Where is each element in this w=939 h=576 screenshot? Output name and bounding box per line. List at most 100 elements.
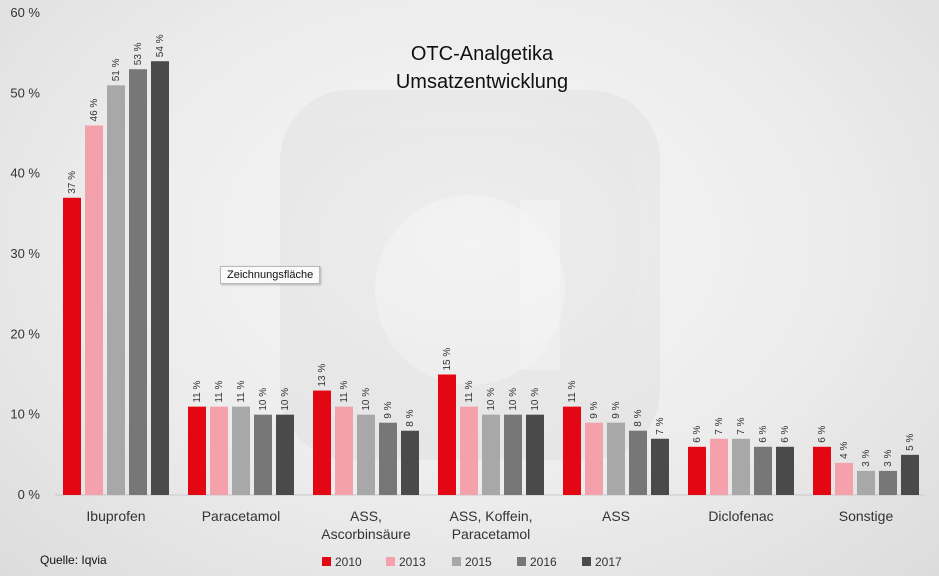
legend-item[interactable]: 2010 <box>322 555 362 569</box>
y-tick-label: 30 % <box>10 246 40 261</box>
bar <box>313 390 331 495</box>
bar <box>651 438 669 495</box>
tooltip: Zeichnungsfläche <box>220 266 321 284</box>
legend-item[interactable]: 2015 <box>452 555 492 569</box>
source-note: Quelle: Iqvia <box>40 553 107 567</box>
bar-value-label: 6 % <box>758 425 769 442</box>
bar <box>107 85 125 496</box>
bar-value-label: 6 % <box>780 425 791 442</box>
bar <box>732 438 750 495</box>
bar-value-label: 51 % <box>111 58 122 81</box>
bar <box>526 414 544 495</box>
category-label: Paracetamol <box>452 526 531 542</box>
bar-value-label: 7 % <box>736 417 747 434</box>
legend-swatch <box>582 557 591 566</box>
bar <box>504 414 522 495</box>
bar-value-label: 5 % <box>905 433 916 450</box>
bar-labels-group: 37 % 46 % 51 % 53 % 54 % 11 % 11 % 11 % 10 % 10 %… <box>67 34 916 467</box>
bar <box>151 61 169 495</box>
category-label: Ibuprofen <box>86 508 145 524</box>
bar <box>460 406 478 495</box>
category-label: Paracetamol <box>202 508 281 524</box>
bar-value-label: 8 % <box>405 409 416 426</box>
legend-swatch <box>322 557 331 566</box>
legend-label: 2017 <box>595 555 622 569</box>
legend-item[interactable]: 2017 <box>582 555 622 569</box>
bar-value-label: 37 % <box>67 171 78 194</box>
bar <box>254 414 272 495</box>
y-tick-label: 0 % <box>18 487 41 502</box>
legend-label: 2010 <box>335 555 362 569</box>
legend: 2010 2013 2015 2016 2017 <box>322 555 622 569</box>
watermark-logo-icon <box>280 90 660 460</box>
legend-item[interactable]: 2016 <box>517 555 557 569</box>
bar <box>607 422 625 495</box>
bar-value-label: 11 % <box>214 380 225 402</box>
bar <box>335 406 353 495</box>
chart-title-line-2: Umsatzentwicklung <box>396 71 568 93</box>
category-label: Sonstige <box>839 508 894 524</box>
category-label: ASS, <box>350 508 382 524</box>
legend-item[interactable]: 2013 <box>386 555 426 569</box>
bar <box>401 430 419 495</box>
bar <box>835 462 853 495</box>
bars-group <box>63 61 919 496</box>
bar <box>776 446 794 495</box>
bar-value-label: 6 % <box>692 425 703 442</box>
bar <box>585 422 603 495</box>
legend-label: 2016 <box>530 555 557 569</box>
bar-value-label: 46 % <box>89 99 100 122</box>
bar-value-label: 9 % <box>383 401 394 418</box>
bar <box>857 470 875 495</box>
bar-value-label: 11 % <box>464 380 475 402</box>
bar-value-label: 7 % <box>655 417 666 434</box>
bar <box>688 446 706 495</box>
y-tick-label: 40 % <box>10 166 40 181</box>
bar-value-label: 53 % <box>133 42 144 65</box>
bar-value-label: 54 % <box>155 34 166 57</box>
bar <box>901 454 919 495</box>
bar-value-label: 9 % <box>611 401 622 418</box>
bar-value-label: 11 % <box>192 380 203 402</box>
bar-value-label: 10 % <box>361 388 372 411</box>
bar <box>232 406 250 495</box>
bar-value-label: 11 % <box>236 380 247 402</box>
category-label: Diclofenac <box>708 508 773 524</box>
bar <box>438 374 456 495</box>
bar-value-label: 3 % <box>861 450 872 467</box>
bar-value-label: 10 % <box>258 388 269 411</box>
y-tick-label: 50 % <box>10 85 40 100</box>
bar <box>754 446 772 495</box>
bar-value-label: 3 % <box>883 450 894 467</box>
bar <box>710 438 728 495</box>
bar <box>629 430 647 495</box>
bar <box>563 406 581 495</box>
bar-value-label: 10 % <box>486 388 497 411</box>
bar-value-label: 11 % <box>567 380 578 402</box>
bar <box>482 414 500 495</box>
bar <box>85 125 103 495</box>
category-labels-group: Ibuprofen Paracetamol ASS, Ascorbinsäure ASS… <box>86 508 893 542</box>
category-label: ASS, Koffein, <box>449 508 532 524</box>
bar-value-label: 13 % <box>317 364 328 387</box>
y-tick-label: 10 % <box>10 407 40 422</box>
legend-swatch <box>452 557 461 566</box>
bar-value-label: 11 % <box>339 380 350 402</box>
category-label: Ascorbinsäure <box>321 526 411 542</box>
bar <box>129 69 147 495</box>
chart-title: OTC-Analgetika Umsatzentwicklung <box>396 43 568 93</box>
category-label: ASS <box>602 508 630 524</box>
bar-value-label: 9 % <box>589 401 600 418</box>
bar-value-label: 4 % <box>839 442 850 459</box>
bar <box>879 470 897 495</box>
chart-title-line-1: OTC-Analgetika <box>411 43 554 65</box>
bar-value-label: 8 % <box>633 409 644 426</box>
bar <box>276 414 294 495</box>
bar-value-label: 15 % <box>442 348 453 371</box>
bar <box>379 422 397 495</box>
bar <box>188 406 206 495</box>
legend-swatch <box>386 557 395 566</box>
bar <box>63 197 81 495</box>
